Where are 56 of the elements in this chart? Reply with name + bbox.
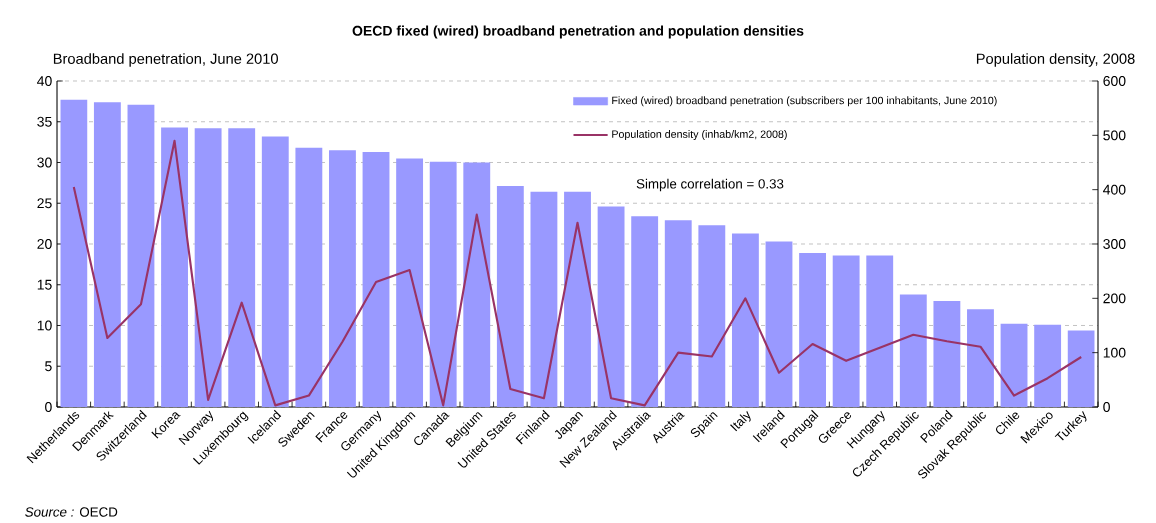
- bar: [765, 241, 793, 407]
- bar: [597, 206, 625, 407]
- bar: [228, 128, 256, 407]
- chart-title: OECD fixed (wired) broadband penetration and population densities: [352, 25, 804, 39]
- bar: [396, 158, 424, 407]
- y2-tick-label: 300: [1103, 239, 1126, 249]
- bar: [1000, 323, 1028, 407]
- y2-tick-label: 500: [1103, 130, 1126, 141]
- y-tick-label: 40: [37, 76, 52, 86]
- bar: [1034, 324, 1062, 407]
- bar: [496, 186, 524, 407]
- bar: [161, 127, 188, 407]
- y2-axis-title: Population density, 2008: [976, 53, 1135, 67]
- bar: [731, 233, 759, 407]
- legend-label: Fixed (wired) broadband penetration (subscribers per 100 inhabitants, June 2010): [612, 96, 997, 107]
- bar: [295, 147, 323, 407]
- y2-tick-label: 100: [1103, 347, 1126, 358]
- y-axis-title: Broadband penetration, June 2010: [53, 53, 278, 67]
- bar: [967, 309, 994, 407]
- bar: [899, 294, 927, 407]
- bar: [530, 191, 558, 407]
- bar: [1067, 330, 1095, 407]
- bar: [832, 255, 860, 407]
- y2-tick-label: 600: [1103, 76, 1126, 86]
- bar: [564, 191, 591, 407]
- bar: [933, 301, 961, 407]
- bar: [631, 216, 659, 407]
- y2-tick-label: 400: [1103, 184, 1126, 195]
- y-tick-label: 15: [37, 279, 52, 290]
- bar: [463, 162, 491, 407]
- y2-tick-label: 200: [1103, 293, 1126, 304]
- bar: [429, 161, 457, 407]
- line-series: [72, 139, 1083, 407]
- y-tick-label: 10: [37, 320, 52, 331]
- y-tick-label: 0: [45, 402, 52, 412]
- text: Source : OECD: [25, 507, 118, 517]
- bar: [698, 225, 726, 407]
- y-tick-label: 5: [45, 361, 52, 372]
- bar: [60, 99, 88, 407]
- bar: [127, 104, 155, 407]
- y-tick-label: 20: [37, 239, 52, 249]
- bar: [93, 102, 121, 407]
- y2-tick-label: 0: [1103, 402, 1110, 412]
- y-tick-label: 30: [37, 157, 52, 168]
- annotation: Simple correlation = 0.33: [636, 178, 784, 192]
- bar: [799, 252, 826, 407]
- legend-label: Population density (inhab/km2, 2008): [612, 130, 787, 141]
- bar: [261, 136, 289, 407]
- bar: [329, 150, 356, 407]
- y-tick-label: 25: [37, 198, 52, 209]
- y-tick-label: 35: [37, 116, 52, 127]
- bar: [194, 128, 222, 407]
- bar: [664, 220, 692, 407]
- bar: [362, 151, 390, 407]
- bar: [866, 255, 894, 407]
- x-tick-label: Italy: [730, 411, 751, 432]
